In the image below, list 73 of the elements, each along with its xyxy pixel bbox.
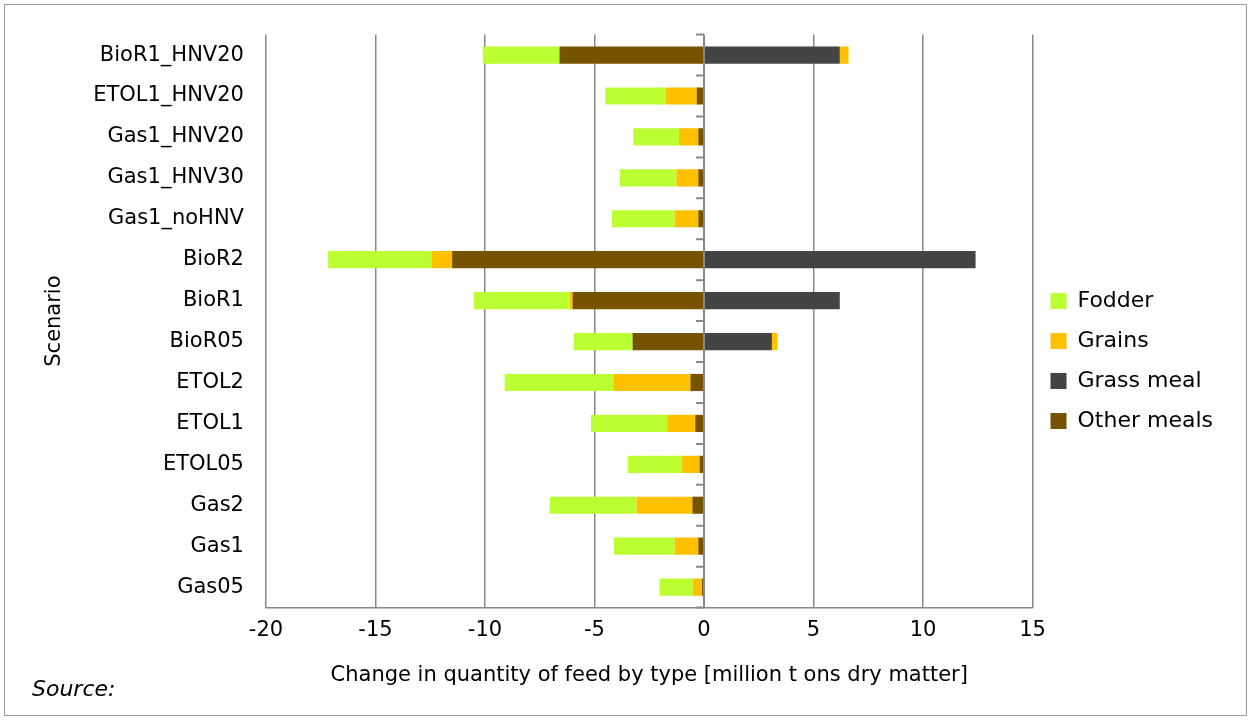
bar	[695, 414, 704, 433]
source-note: Source:	[32, 676, 116, 701]
bar	[698, 210, 704, 228]
x-tick-label: -20	[248, 616, 284, 641]
y-tick-label: Gas1_HNV30	[107, 164, 244, 190]
x-tick-label: 10	[909, 616, 937, 641]
bar	[473, 292, 570, 310]
x-tick-label: -10	[467, 616, 503, 641]
bar	[613, 373, 691, 392]
bar	[627, 455, 682, 473]
bar	[674, 210, 699, 228]
y-tick-label: Gas1_noHNV	[108, 205, 245, 231]
bar	[659, 578, 693, 596]
bar	[549, 496, 637, 514]
bar	[692, 578, 703, 596]
bar	[559, 46, 704, 64]
bar	[667, 414, 696, 433]
bar	[572, 292, 704, 310]
y-axis-title: Scenario	[41, 275, 66, 367]
bar	[698, 537, 704, 555]
bar	[573, 332, 633, 351]
bar	[665, 87, 697, 105]
legend-label: Grass meal	[1077, 366, 1202, 392]
y-tick-label: BioR1	[182, 287, 244, 312]
bar	[569, 292, 573, 310]
bar	[482, 46, 560, 64]
legend-label: Other meals	[1077, 406, 1213, 432]
legend-label: Fodder	[1077, 286, 1155, 312]
bar	[613, 537, 675, 555]
bar	[636, 496, 693, 514]
bar	[692, 496, 704, 514]
y-tick-label: BioR1_HNV20	[99, 41, 244, 67]
bar	[690, 373, 704, 392]
bar	[698, 169, 704, 187]
x-tick-label: 15	[1019, 616, 1046, 641]
x-axis-title: Change in quantity of feed by type [million t ons dry matter]	[330, 661, 968, 686]
legend-label: Grains	[1077, 326, 1149, 352]
bar	[698, 128, 704, 146]
bar	[612, 210, 675, 228]
bar	[605, 87, 666, 105]
bar	[681, 455, 700, 473]
bar	[590, 414, 668, 433]
bar	[632, 332, 704, 351]
y-tick-label: ETOL05	[162, 450, 244, 475]
y-tick-label: Gas1	[190, 532, 244, 557]
bar	[431, 251, 453, 269]
y-tick-label: ETOL1	[176, 409, 244, 434]
bar	[704, 332, 772, 351]
bar	[328, 251, 432, 269]
y-tick-label: ETOL1_HNV20	[93, 82, 244, 108]
y-tick-label: BioR2	[182, 246, 244, 271]
x-tick-label: 5	[806, 616, 821, 641]
bar	[696, 87, 704, 105]
y-tick-label: Gas1_HNV20	[107, 123, 244, 149]
x-tick-label: 0	[697, 616, 711, 641]
bar	[674, 537, 699, 555]
bar	[771, 332, 778, 351]
bar	[704, 46, 840, 64]
y-tick-label: BioR05	[169, 328, 244, 353]
bar	[704, 292, 840, 310]
y-tick-label: Gas05	[177, 573, 244, 598]
bar	[679, 128, 699, 146]
x-tick-label: -5	[584, 616, 605, 641]
bar	[452, 251, 704, 269]
y-tick-label: ETOL2	[176, 368, 244, 393]
bar	[704, 251, 976, 269]
x-tick-label: -15	[358, 616, 393, 641]
bar	[676, 169, 699, 187]
bar	[633, 128, 680, 146]
bar	[504, 373, 614, 392]
bar	[619, 169, 677, 187]
bar	[839, 46, 849, 64]
y-tick-label: Gas2	[190, 491, 244, 516]
